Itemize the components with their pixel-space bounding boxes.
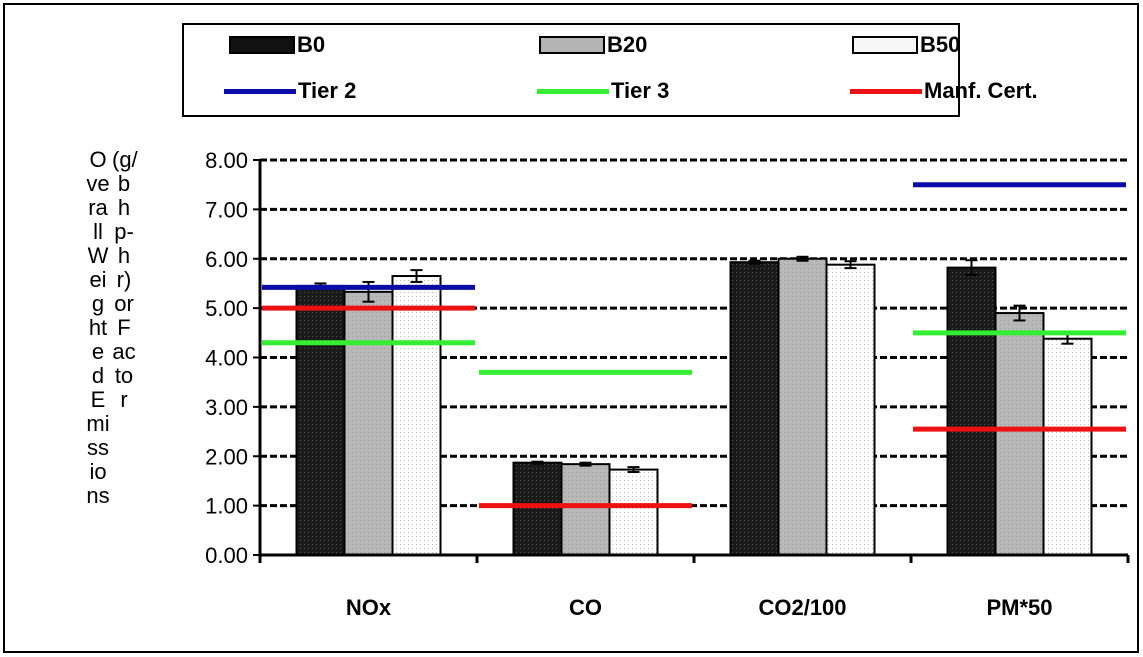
- bar-b50-nox: [391, 275, 442, 556]
- legend-label-b50: B50: [920, 32, 961, 57]
- bar-b20-pm50: [994, 312, 1045, 556]
- bar-b50-pm50: [1042, 337, 1093, 556]
- y-axis-label-line1: Overall Weighted Emissions: [86, 147, 110, 508]
- legend-swatch-b20: [539, 36, 605, 54]
- legend-item-tier2: Tier 2: [224, 77, 356, 105]
- legend-item-b0: B0: [229, 31, 325, 59]
- y-tick-label: 6.00: [205, 247, 248, 272]
- legend-swatch-b0: [229, 36, 295, 54]
- y-tick-label: 4.00: [205, 346, 248, 371]
- x-tick-label: CO2/100: [758, 595, 846, 620]
- bar-b20-co2100: [777, 257, 828, 556]
- legend-item-b20: B20: [539, 31, 647, 59]
- y-tick-label: 7.00: [205, 197, 248, 222]
- y-tick-label: 5.00: [205, 296, 248, 321]
- legend-label-b20: B20: [607, 32, 648, 57]
- legend-label-tier2: Tier 2: [298, 78, 357, 103]
- bar-b0-nox: [295, 284, 346, 556]
- legend-label-manf: Manf. Cert.: [924, 78, 1038, 103]
- y-axis-label-line2: (g/bhp-hr) or Factor: [112, 147, 138, 412]
- x-tick-label: PM*50: [986, 595, 1052, 620]
- bar-b50-co2100: [825, 263, 876, 556]
- legend-item-b50: B50: [852, 31, 960, 59]
- legend-swatch-b50: [852, 36, 918, 54]
- legend-label-b0: B0: [297, 32, 326, 57]
- bar-b20-nox: [343, 290, 394, 556]
- bar-b0-pm50: [946, 266, 997, 556]
- legend-item-tier3: Tier 3: [537, 77, 669, 105]
- bar-b20-co: [560, 463, 611, 556]
- y-tick-label: 2.00: [205, 444, 248, 469]
- bar-b50-co: [608, 468, 659, 556]
- chart-legend: B0 B20 B50 Tier 2 Tier 3 Manf. Cert.: [182, 23, 1038, 117]
- legend-item-manf: Manf. Cert.: [850, 77, 1038, 105]
- legend-line-tier3: [537, 88, 609, 94]
- bar-b0-co: [512, 461, 563, 557]
- x-tick-label: NOx: [346, 595, 392, 620]
- legend-label-tier3: Tier 3: [611, 78, 670, 103]
- y-tick-label: 1.00: [205, 494, 248, 519]
- y-tick-label: 8.00: [205, 148, 248, 173]
- bar-b0-co2100: [729, 261, 780, 556]
- legend-line-tier2: [224, 88, 296, 94]
- y-tick-label: 0.00: [205, 543, 248, 568]
- y-tick-label: 3.00: [205, 395, 248, 420]
- x-tick-label: CO: [569, 595, 602, 620]
- legend-line-manf: [850, 88, 922, 94]
